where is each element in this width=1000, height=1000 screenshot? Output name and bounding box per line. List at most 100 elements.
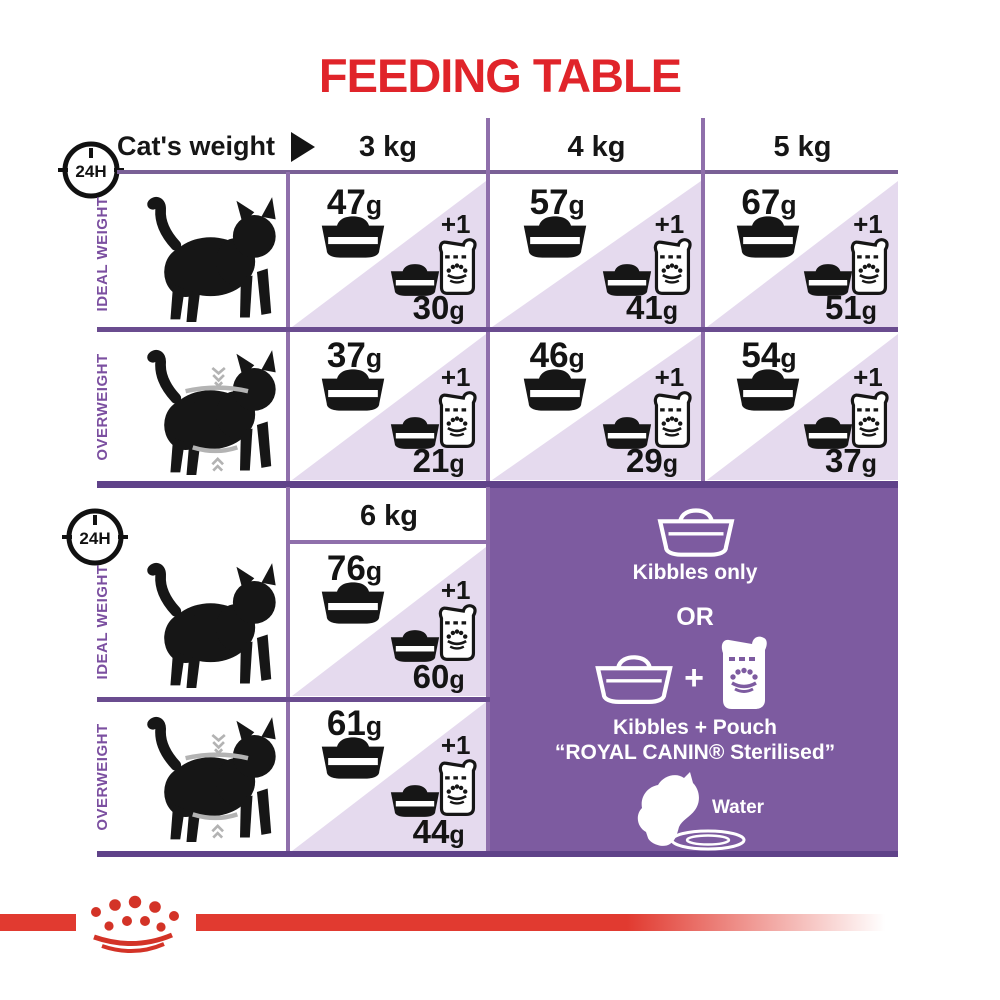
bowl-icon — [519, 215, 591, 259]
small-bowl-icon — [387, 416, 443, 450]
grid-line — [486, 487, 490, 855]
kibbles-only-amount: 54g — [741, 336, 797, 375]
cats-weight-header: Cat's weight — [117, 131, 315, 162]
kibbles-with-pouch-amount: 30g — [412, 289, 465, 326]
plus-one-pouch-label: +1 — [440, 209, 471, 239]
plus-one-pouch-label: +1 — [853, 362, 883, 392]
grid-line — [97, 851, 898, 857]
kibbles-with-pouch-amount: 37g — [824, 442, 877, 479]
small-bowl-icon — [599, 263, 655, 297]
small-bowl-icon — [800, 416, 856, 450]
plus-one-pouch-label: +1 — [654, 209, 685, 239]
bowl-icon — [732, 215, 804, 259]
grid-line — [97, 481, 898, 488]
plus-one-pouch-label: +1 — [440, 362, 471, 392]
overweight-cat-icon — [128, 710, 286, 842]
pouch-icon — [436, 237, 478, 295]
grid-line — [486, 118, 490, 484]
grid-line — [701, 118, 705, 484]
feeding-cell-overweight-5kg: 54g +1 37g — [707, 334, 898, 480]
royal-canin-crown-logo — [86, 894, 186, 956]
column-header-4kg: 4 kg — [567, 131, 626, 163]
column-header-5kg: 5 kg — [773, 131, 832, 163]
column-header-3kg: 3 kg — [358, 131, 418, 163]
kibbles-only-amount: 37g — [326, 336, 383, 375]
bowl-icon — [732, 368, 804, 412]
row-label-ideal-weight: IDEAL WEIGHT — [94, 564, 111, 680]
or-label: OR — [676, 603, 714, 631]
feeding-cell-overweight-4kg: 46g +1 29g — [492, 334, 701, 480]
plus-icon: + — [684, 659, 704, 697]
kibbles-with-pouch-amount: 44g — [412, 813, 465, 850]
footer-accent-line — [196, 914, 914, 931]
kibbles-with-pouch-amount: 29g — [625, 442, 679, 479]
plus-one-pouch-label: +1 — [440, 730, 471, 760]
feeding-options-panel: Kibbles only OR + Kibbles + Pouch “ROYAL… — [490, 487, 898, 855]
pouch-icon — [651, 390, 693, 448]
bowl-icon — [317, 736, 389, 780]
plus-one-pouch-label: +1 — [654, 362, 685, 392]
grid-line — [286, 540, 490, 544]
kibbles-only-amount: 46g — [529, 336, 585, 375]
kibbles-with-pouch-amount: 51g — [824, 289, 877, 326]
water-label: Water — [711, 797, 765, 818]
kibbles-pouch-label: Kibbles + Pouch — [613, 716, 777, 739]
cats-weight-label: Cat's weight — [117, 131, 275, 161]
kibbles-with-pouch-amount: 41g — [625, 289, 679, 326]
plus-one-pouch-label: +1 — [440, 575, 471, 605]
overweight-cat-icon — [128, 343, 286, 475]
feeding-cell-ideal-5kg: 67g +1 51g — [707, 181, 898, 327]
kibbles-only-amount: 57g — [529, 183, 585, 222]
arrow-right-icon — [290, 131, 315, 162]
kibbles-only-amount: 67g — [741, 183, 797, 222]
ideal-weight-cat-icon — [128, 190, 286, 322]
pouch-icon — [651, 237, 693, 295]
product-name-label: “ROYAL CANIN® Sterilised” — [554, 741, 836, 764]
grid-line — [286, 487, 290, 855]
water-dish-icon — [670, 829, 746, 851]
bowl-icon — [592, 653, 676, 707]
feeding-cell-ideal-3kg: 47g +1 30g — [292, 181, 486, 327]
row-label-overweight: OVERWEIGHT — [94, 353, 111, 461]
grid-line — [97, 327, 898, 332]
bowl-icon — [317, 581, 389, 625]
plus-one-pouch-label: +1 — [853, 209, 883, 239]
bowl-icon — [519, 368, 591, 412]
row-label-ideal-weight: IDEAL WEIGHT — [94, 196, 111, 312]
kibbles-only-label: Kibbles only — [632, 561, 758, 584]
pouch-icon — [436, 758, 478, 816]
kibbles-only-amount: 61g — [326, 704, 383, 743]
grid-line — [97, 697, 490, 702]
small-bowl-icon — [387, 263, 443, 297]
ideal-weight-cat-icon — [128, 556, 286, 688]
small-bowl-icon — [387, 629, 443, 663]
pouch-icon — [436, 603, 478, 661]
bowl-icon — [317, 215, 389, 259]
pouch-icon — [848, 237, 890, 295]
feeding-cell-overweight-3kg: 37g +1 21g — [292, 334, 486, 480]
drinking-cat-icon — [634, 772, 702, 846]
small-bowl-icon — [599, 416, 655, 450]
kibbles-with-pouch-amount: 60g — [412, 658, 465, 695]
pouch-icon — [848, 390, 890, 448]
feeding-cell-overweight-6kg: 61g +1 44g — [292, 702, 486, 851]
footer-accent-line — [0, 914, 76, 931]
bowl-icon — [317, 368, 389, 412]
pouch-icon — [716, 634, 772, 710]
small-bowl-icon — [800, 263, 856, 297]
feeding-cell-ideal-6kg: 76g +1 60g — [292, 547, 486, 696]
bowl-icon — [652, 508, 740, 558]
grid-line — [117, 170, 898, 174]
feeding-cell-ideal-4kg: 57g +1 41g — [492, 181, 701, 327]
pouch-icon — [436, 390, 478, 448]
kibbles-with-pouch-amount: 21g — [412, 442, 465, 479]
page-title: FEEDING TABLE — [318, 49, 682, 102]
column-header-6kg: 6 kg — [359, 500, 419, 532]
small-bowl-icon — [387, 784, 443, 818]
svg-text:24H: 24H — [79, 529, 110, 548]
row-label-overweight: OVERWEIGHT — [94, 723, 111, 831]
24h-clock-icon: 24H — [62, 508, 128, 566]
kibbles-only-amount: 47g — [326, 183, 383, 222]
kibbles-only-amount: 76g — [326, 549, 383, 588]
